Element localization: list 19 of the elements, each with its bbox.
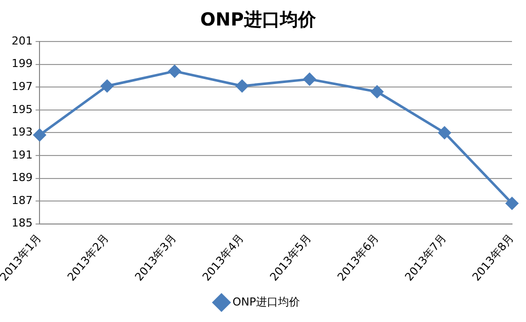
y-tick-label: 189 (12, 171, 33, 184)
y-tick-label: 187 (12, 194, 33, 207)
chart-title: ONP进口均价 (200, 9, 317, 30)
point (33, 128, 46, 142)
point (438, 126, 451, 139)
point (370, 85, 384, 98)
point (303, 72, 316, 86)
point (506, 197, 518, 210)
y-tick-label: 185 (12, 216, 33, 230)
y-tick-label: 193 (12, 126, 33, 139)
y-tick-label: 201 (12, 34, 33, 48)
y-tick-label: 197 (12, 80, 33, 94)
point (100, 80, 114, 92)
y-tick-label: 191 (12, 148, 33, 162)
point (168, 64, 181, 78)
point (236, 80, 248, 92)
y-tick-label: 195 (12, 102, 33, 116)
y-tick-label: 199 (12, 57, 33, 70)
legend-label: ONP进口均价 (232, 295, 300, 308)
